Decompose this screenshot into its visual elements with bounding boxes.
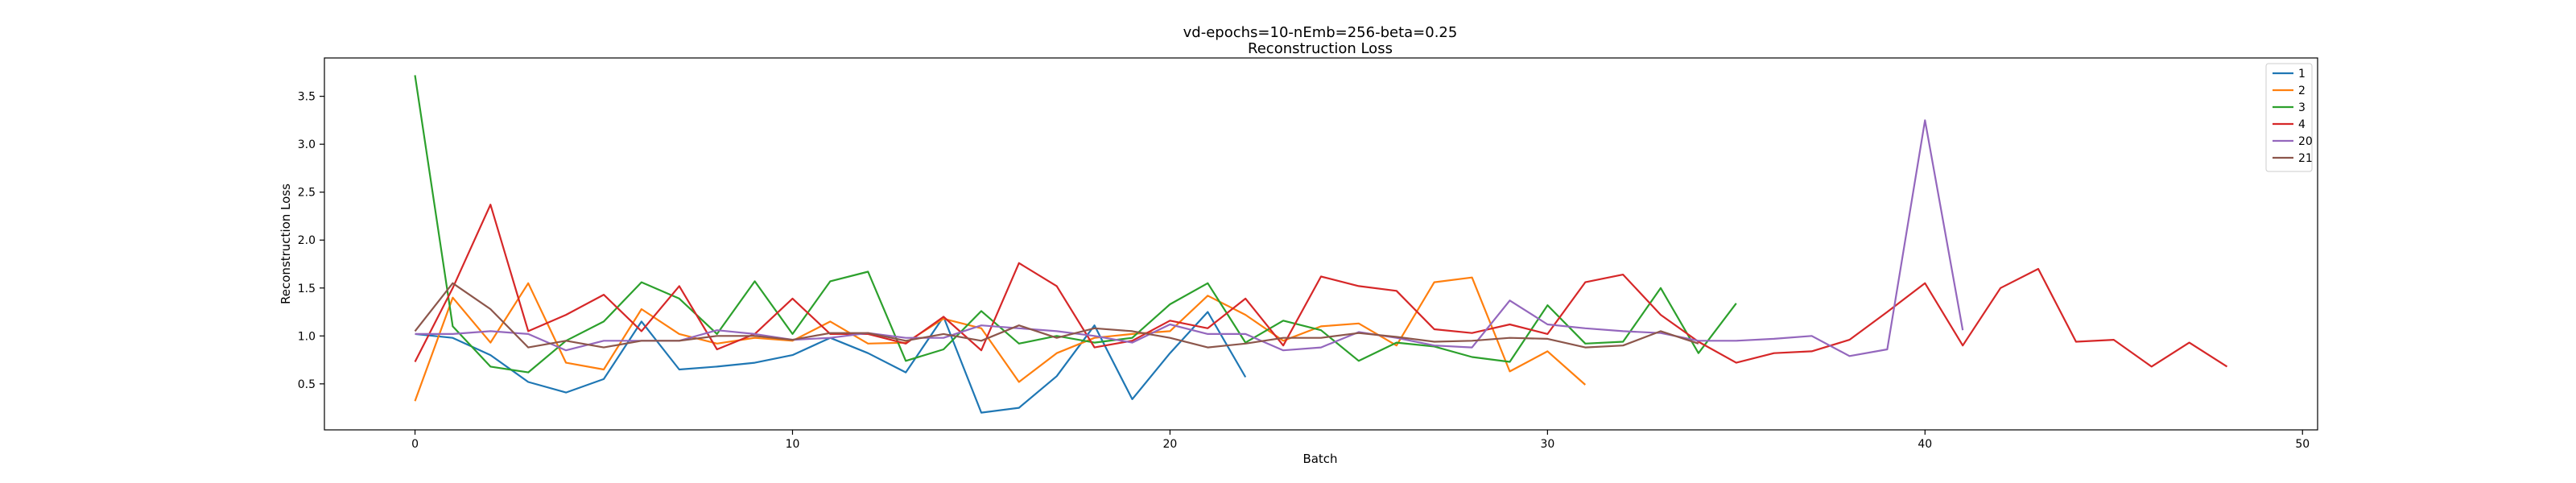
y-tick-label: 2.5 (298, 187, 316, 200)
legend-label-20: 20 (2298, 135, 2313, 148)
series-line-21 (414, 282, 1699, 349)
y-tick-label: 2.0 (298, 234, 316, 247)
x-tick-label: 40 (1918, 438, 1932, 451)
series-line-4 (414, 204, 2228, 368)
series-line-2 (414, 276, 1587, 402)
legend-label-2: 2 (2298, 85, 2306, 97)
x-tick-label: 0 (411, 438, 419, 451)
plot-area: 0 10 20 30 40 50 0.5 1.0 1.5 2.0 2.5 3.0 3.5 (298, 57, 2318, 451)
y-tick-label: 3.0 (298, 138, 316, 151)
y-tick-label: 3.5 (298, 91, 316, 104)
y-tick-label: 1.0 (298, 330, 316, 343)
y-axis-label: Reconstruction Loss (279, 184, 293, 304)
series-line-20 (415, 119, 1964, 357)
x-tick-label: 20 (1163, 438, 1178, 451)
x-axis-label: Batch (1302, 452, 1337, 466)
x-tick-label: 50 (2295, 438, 2310, 451)
legend: 1 2 3 4 20 21 (2265, 63, 2313, 172)
y-tick-label: 0.5 (298, 378, 316, 391)
x-tick-label: 30 (1540, 438, 1554, 451)
legend-label-21: 21 (2298, 152, 2313, 165)
series-line-3 (414, 75, 1737, 374)
legend-label-3: 3 (2298, 101, 2306, 114)
plot-frame (324, 57, 2318, 431)
chart-subtitle: Reconstruction Loss (1248, 40, 1393, 57)
x-tick-label: 10 (786, 438, 800, 451)
legend-label-4: 4 (2298, 118, 2306, 131)
y-tick-label: 1.5 (298, 283, 316, 295)
chart-title: vd-epochs=10-nEmb=256-beta=0.25 (1183, 24, 1458, 41)
legend-label-1: 1 (2298, 68, 2306, 80)
